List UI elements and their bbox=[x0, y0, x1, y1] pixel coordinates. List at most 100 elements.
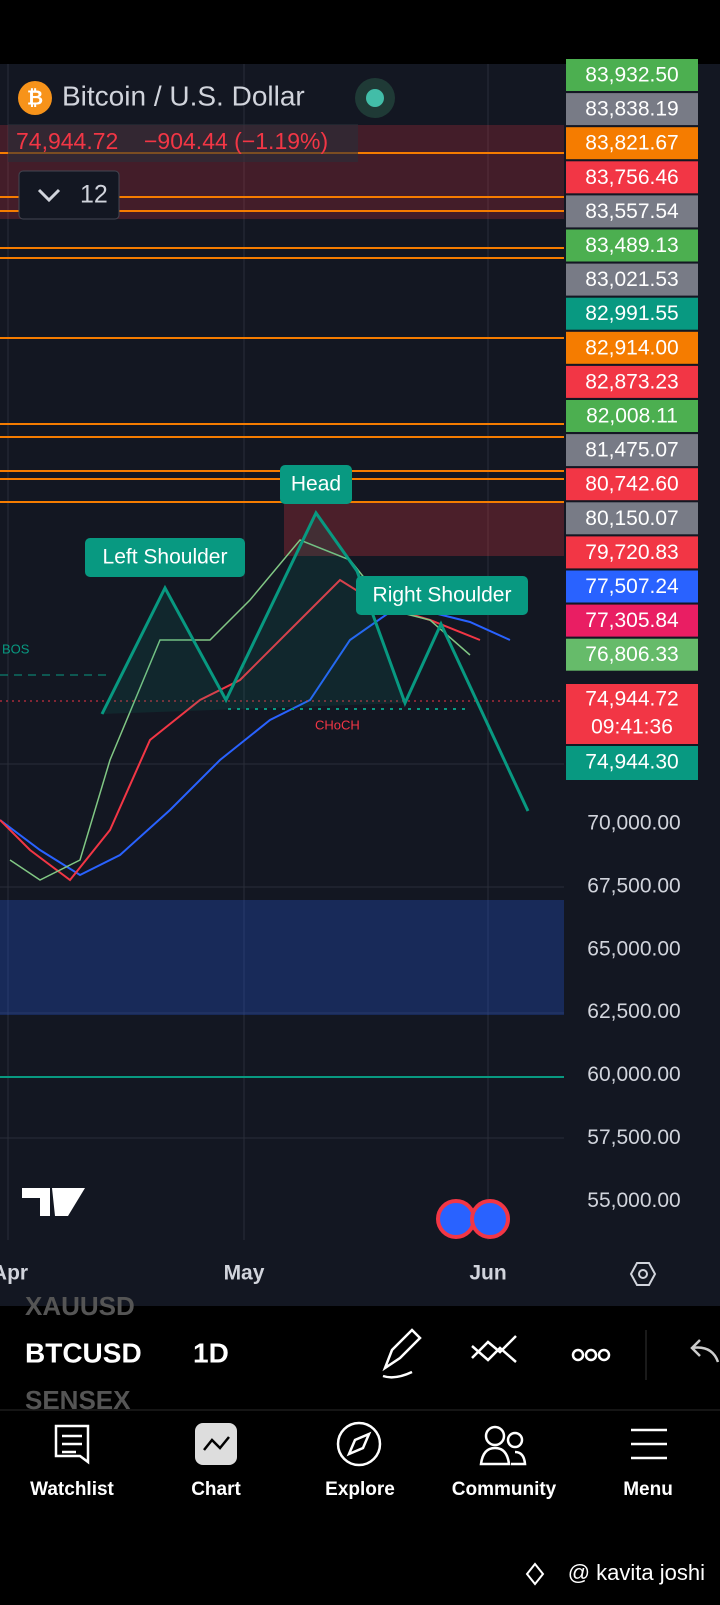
time-label: Apr bbox=[0, 1262, 28, 1285]
settings-icon-center bbox=[638, 1269, 648, 1279]
nav-label[interactable]: Chart bbox=[191, 1479, 241, 1500]
current-price-tag bbox=[566, 684, 698, 744]
watchlist-icon[interactable] bbox=[54, 1424, 90, 1465]
chart-glyph bbox=[203, 1436, 230, 1451]
price-tag bbox=[566, 195, 698, 228]
explore-icon[interactable] bbox=[336, 1421, 382, 1467]
bitcoin-icon bbox=[18, 81, 52, 115]
price-tag-label: 83,021.53 bbox=[585, 268, 678, 291]
pattern-line bbox=[100, 510, 530, 812]
label-box bbox=[356, 576, 528, 615]
bos-label: BOS bbox=[2, 641, 30, 656]
price-tag bbox=[566, 127, 698, 160]
price-tag bbox=[566, 468, 698, 501]
event-flag[interactable] bbox=[470, 1199, 510, 1239]
watermark-icon bbox=[525, 1562, 545, 1586]
price-tag bbox=[566, 604, 698, 637]
interval[interactable]: 1D bbox=[193, 1337, 229, 1368]
price-axis-label: 62,500.00 bbox=[587, 1000, 680, 1023]
indicator-count: 12 bbox=[80, 181, 108, 209]
price-tag-label: 83,489.13 bbox=[585, 234, 678, 257]
event-flag[interactable] bbox=[436, 1199, 476, 1239]
price-tag-label: 83,821.67 bbox=[585, 132, 678, 155]
price-tag bbox=[566, 229, 698, 262]
price-tag-label: 82,991.55 bbox=[585, 302, 678, 325]
pattern-fill bbox=[102, 513, 405, 714]
grid bbox=[0, 64, 564, 1240]
nav-label[interactable]: Watchlist bbox=[30, 1479, 114, 1500]
price-tag-label: 77,305.84 bbox=[585, 609, 679, 632]
left-shoulder-label: Left Shoulder bbox=[103, 546, 228, 569]
price-tag-label: 83,932.50 bbox=[585, 64, 678, 87]
time-label: Jun bbox=[469, 1262, 506, 1285]
price-axis-label: 65,000.00 bbox=[587, 937, 680, 960]
chevron bbox=[37, 188, 61, 203]
price-axis-label: 55,000.00 bbox=[587, 1189, 680, 1212]
last-price: 74,944.72 bbox=[16, 128, 118, 154]
price-tag bbox=[566, 536, 698, 569]
bottom-nav: Watchlist Chart Explore Community Menu bbox=[30, 1479, 673, 1500]
right-shoulder-label: Right Shoulder bbox=[373, 584, 512, 607]
price-tag-label: 80,150.07 bbox=[585, 507, 678, 530]
nav-label[interactable]: Menu bbox=[623, 1479, 673, 1500]
prev-symbol[interactable]: XAUUSD bbox=[25, 1291, 135, 1321]
nav-label[interactable]: Community bbox=[452, 1479, 557, 1500]
price-tag-label: 83,756.46 bbox=[585, 166, 678, 189]
price-scale: 83,932.50 83,838.19 83,821.67 83,756.46 83,5… bbox=[566, 59, 698, 1212]
price-tag-label: 82,008.11 bbox=[586, 405, 678, 428]
price-tag bbox=[566, 297, 698, 330]
head-label: Head bbox=[291, 473, 341, 496]
indicators-icon[interactable] bbox=[471, 1335, 517, 1363]
watermark: @ kavita joshi bbox=[568, 1560, 705, 1585]
draw-icon[interactable] bbox=[382, 1328, 422, 1379]
nav-label[interactable]: Explore bbox=[325, 1479, 395, 1500]
price-tag bbox=[566, 400, 698, 432]
price-tag-label: 79,720.83 bbox=[585, 541, 678, 564]
choch-label: CHoCH bbox=[315, 717, 360, 732]
price-tag-label: 80,742.60 bbox=[585, 473, 678, 496]
nav-icons bbox=[54, 1421, 667, 1467]
price-tag bbox=[566, 502, 698, 535]
symbol[interactable]: BTCUSD bbox=[25, 1337, 142, 1368]
price-tag bbox=[566, 365, 698, 398]
price-axis-label: 67,500.00 bbox=[587, 874, 680, 897]
price-tag-label: 83,838.19 bbox=[585, 98, 678, 121]
bitcoin-glyph: ₿ bbox=[27, 87, 43, 109]
price-tag bbox=[566, 638, 698, 671]
settings-icon[interactable] bbox=[629, 1262, 657, 1286]
demand-zone bbox=[0, 900, 564, 1015]
head-zone bbox=[284, 502, 564, 556]
price-change: −904.44 (−1.19%) bbox=[144, 128, 328, 154]
symbol-name: Bitcoin / U.S. Dollar bbox=[62, 80, 305, 111]
bid-price-tag bbox=[566, 746, 698, 780]
price-tag bbox=[566, 93, 698, 126]
price-tag bbox=[566, 570, 698, 603]
community-icon[interactable] bbox=[484, 1425, 506, 1447]
label-box bbox=[280, 465, 352, 504]
price-axis-label: 57,500.00 bbox=[587, 1126, 680, 1149]
price-tag bbox=[566, 59, 698, 91]
price-tag bbox=[566, 331, 698, 364]
undo-icon[interactable] bbox=[690, 1339, 720, 1363]
price-tag-label: 83,557.54 bbox=[585, 200, 679, 223]
price-axis-label: 70,000.00 bbox=[587, 812, 680, 835]
price-tag bbox=[566, 434, 698, 467]
countdown-label: 09:41:36 bbox=[591, 716, 673, 739]
price-tag-label: 76,806.33 bbox=[585, 643, 678, 666]
more-icon[interactable] bbox=[571, 1348, 611, 1362]
explore-needle bbox=[346, 1431, 372, 1457]
price-tag bbox=[566, 161, 698, 194]
tv-logo bbox=[22, 1188, 85, 1216]
time-label: May bbox=[224, 1262, 265, 1285]
price-tag-label: 82,873.23 bbox=[585, 370, 678, 393]
label-box bbox=[85, 538, 245, 577]
price-tag-label: 77,507.24 bbox=[585, 575, 679, 598]
price-tag bbox=[566, 263, 698, 296]
bid-price-label: 74,944.30 bbox=[585, 751, 678, 774]
market-status-dot bbox=[366, 89, 384, 107]
current-price-label: 74,944.72 bbox=[585, 688, 678, 711]
collapse-button[interactable] bbox=[18, 170, 120, 220]
price-tag-label: 81,475.07 bbox=[585, 439, 678, 462]
menu-icon[interactable] bbox=[631, 1428, 667, 1460]
